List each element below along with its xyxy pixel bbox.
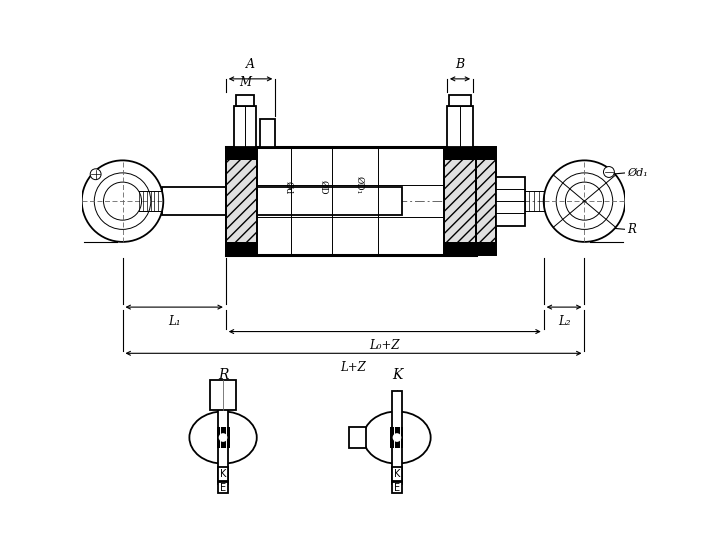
Circle shape [392,433,402,442]
Text: Ød: Ød [284,182,293,194]
Bar [162,187,402,215]
Bar [476,147,496,255]
Circle shape [604,166,614,177]
Bar [390,427,404,448]
Text: B: B [455,58,464,71]
Bar [476,243,496,255]
Bar [226,147,257,255]
Text: L₁: L₁ [168,315,180,328]
Bar [226,147,257,160]
Text: L₂: L₂ [558,315,571,328]
Text: L₀+Z: L₀+Z [370,339,400,352]
Bar [218,482,228,493]
Bar [210,380,236,410]
Text: Ød₁: Ød₁ [627,168,648,178]
Text: K: K [394,469,400,479]
Text: H₂: H₂ [121,216,135,227]
Bar [216,427,230,448]
Text: ØD₁: ØD₁ [354,176,363,194]
Text: E: E [394,483,400,492]
Bar [476,147,496,160]
Text: H₂: H₂ [599,216,614,227]
Text: R: R [627,223,636,236]
Circle shape [82,160,163,242]
Text: K: K [392,368,402,382]
Text: ØD: ØD [319,180,328,194]
Ellipse shape [189,411,257,463]
Bar [496,177,525,226]
Bar [476,147,496,255]
Bar [392,391,402,484]
Text: K: K [220,469,226,479]
Text: M: M [239,76,251,88]
Bar [392,467,402,481]
Bar [444,147,476,255]
Bar [444,243,476,255]
Text: C: C [263,126,272,139]
Text: L+Z: L+Z [341,361,366,374]
Bar [392,482,402,493]
Text: A: A [246,58,255,71]
Bar [218,467,228,481]
Bar [349,427,366,448]
Bar [226,147,257,255]
Bar [234,106,256,147]
Bar [236,95,254,106]
Bar [444,147,476,255]
Text: E: E [220,483,226,492]
Bar [449,95,471,106]
Circle shape [218,433,228,442]
Ellipse shape [363,411,431,463]
Bar [260,119,275,147]
Circle shape [90,169,101,180]
Circle shape [544,160,625,242]
Text: R: R [218,368,228,382]
Bar [226,243,257,255]
Bar [218,391,228,484]
Bar [447,106,473,147]
Bar [444,147,476,160]
